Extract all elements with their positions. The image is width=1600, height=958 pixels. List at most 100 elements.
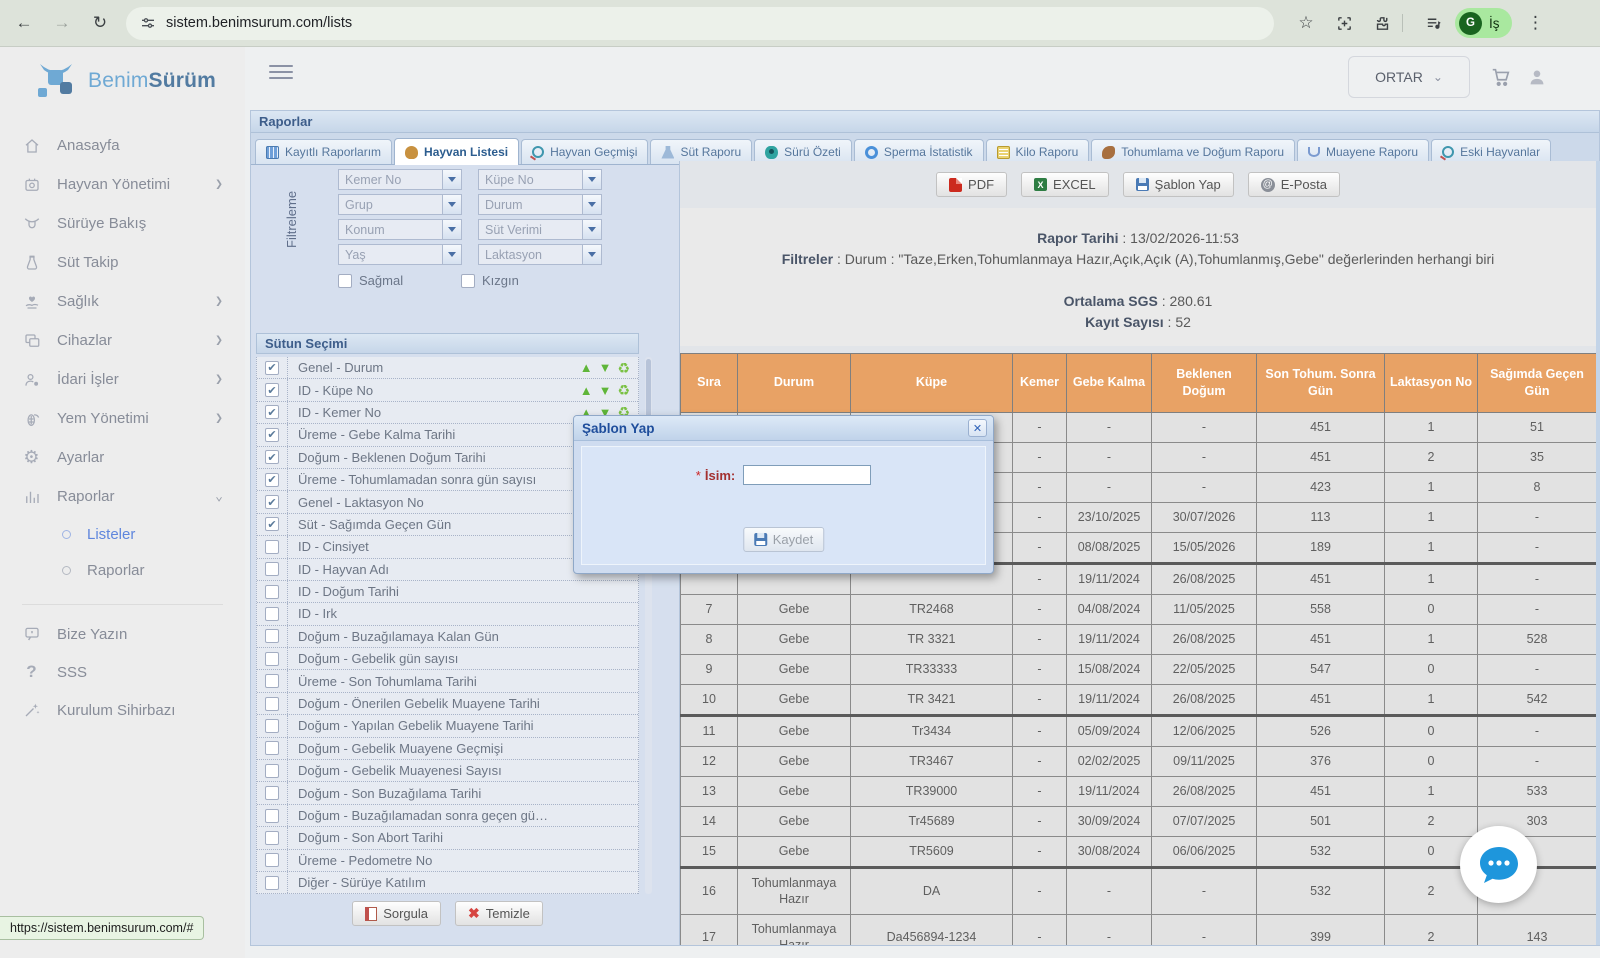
eposta-button[interactable]: @E-Posta — [1248, 172, 1340, 197]
checkbox[interactable] — [265, 809, 279, 823]
checkbox[interactable]: ✔ — [265, 405, 279, 419]
table-header-cell[interactable]: Küpe — [851, 354, 1013, 413]
sidebar-item-yem-yonetimi[interactable]: Yem Yönetimi ❯ — [0, 399, 245, 438]
sorgula-button[interactable]: Sorgula — [352, 901, 441, 926]
checkbox[interactable] — [265, 831, 279, 845]
column-option[interactable]: Doğum - Buzağılamadan sonra geçen gü… — [257, 805, 638, 827]
table-row[interactable]: 7 Gebe TR2468 - 04/08/2024 11/05/2025 55… — [681, 595, 1597, 625]
chat-widget[interactable] — [1460, 826, 1537, 903]
pdf-button[interactable]: PDF — [936, 172, 1007, 197]
checkbox-kizgin[interactable]: Kızgın — [461, 273, 519, 288]
column-option[interactable]: Doğum - Gebelik Muayenesi Sayısı — [257, 760, 638, 782]
checkbox[interactable] — [461, 274, 475, 288]
column-option[interactable]: ✔ Genel - Durum ▲ ▼ ♻ — [257, 357, 638, 379]
sidebar-subitem-listeler[interactable]: Listeler — [0, 516, 245, 552]
panel-scrollbar[interactable] — [1596, 161, 1600, 945]
refresh-icon[interactable]: ♻ — [617, 361, 630, 375]
site-info-icon[interactable] — [140, 15, 156, 31]
checkbox[interactable] — [265, 853, 279, 867]
checkbox-sagmal[interactable]: Sağmal — [338, 273, 403, 288]
column-option[interactable]: ID - Irk — [257, 603, 638, 625]
checkbox[interactable] — [265, 786, 279, 800]
sidebar-item-cihazlar[interactable]: Cihazlar ❯ — [0, 321, 245, 360]
checkbox[interactable] — [265, 674, 279, 688]
chevron-down-icon[interactable] — [582, 220, 601, 239]
table-row[interactable]: 14 Gebe Tr45689 - 30/09/2024 07/07/2025 … — [681, 807, 1597, 837]
table-header-cell[interactable]: Kemer — [1013, 354, 1067, 413]
browser-menu-icon[interactable]: ⋮ — [1522, 9, 1550, 37]
sidebar-item-hayvan-yonetimi[interactable]: Hayvan Yönetimi ❯ — [0, 165, 245, 204]
sidebar-item-sss[interactable]: ? SSS — [0, 653, 245, 691]
column-option[interactable]: ✔ ID - Küpe No ▲ ▼ ♻ — [257, 379, 638, 401]
filter-select[interactable]: Konum — [338, 219, 462, 240]
column-option[interactable]: Üreme - Son Tohumlama Tarihi — [257, 670, 638, 692]
checkbox[interactable] — [265, 719, 279, 733]
chevron-down-icon[interactable] — [582, 245, 601, 264]
column-option[interactable]: Diğer - Sürüye Katılım — [257, 872, 638, 894]
checkbox[interactable] — [265, 876, 279, 890]
table-row[interactable]: 15 Gebe TR5609 - 30/08/2024 06/06/2025 5… — [681, 837, 1597, 868]
sidebar-item-ayarlar[interactable]: ⚙ Ayarlar — [0, 438, 245, 477]
filter-select[interactable]: Yaş — [338, 244, 462, 265]
checkbox[interactable] — [265, 540, 279, 554]
move-down-icon[interactable]: ▼ — [599, 384, 612, 397]
checkbox[interactable] — [265, 607, 279, 621]
chevron-down-icon[interactable] — [442, 220, 461, 239]
table-header-cell[interactable]: Son Tohum. Sonra Gün — [1257, 354, 1385, 413]
chevron-down-icon[interactable] — [582, 195, 601, 214]
checkbox[interactable]: ✔ — [265, 495, 279, 509]
refresh-icon[interactable]: ♻ — [617, 383, 630, 397]
close-icon[interactable]: ✕ — [968, 419, 987, 437]
table-row[interactable]: 13 Gebe TR39000 - 19/11/2024 26/08/2025 … — [681, 777, 1597, 807]
checkbox[interactable]: ✔ — [265, 450, 279, 464]
checkbox[interactable]: ✔ — [265, 361, 279, 375]
sidebar-item-idari-isler[interactable]: İdari İşler ❯ — [0, 360, 245, 399]
column-option[interactable]: Üreme - Pedometre No — [257, 850, 638, 872]
bookmark-star-icon[interactable]: ☆ — [1292, 9, 1320, 37]
checkbox[interactable]: ✔ — [265, 517, 279, 531]
url-text[interactable]: sistem.benimsurum.com/lists — [166, 15, 352, 31]
excel-button[interactable]: XEXCEL — [1021, 172, 1109, 197]
sidebar-item-kurulum-sihirbazi[interactable]: Kurulum Sihirbazı — [0, 691, 245, 729]
url-bar[interactable]: sistem.benimsurum.com/lists — [126, 7, 1274, 40]
table-header-cell[interactable]: Beklenen Doğum — [1152, 354, 1257, 413]
cart-icon[interactable] — [1490, 66, 1512, 88]
checkbox[interactable] — [265, 741, 279, 755]
column-option[interactable]: Doğum - Gebelik gün sayısı — [257, 648, 638, 670]
filter-select[interactable]: Grup — [338, 194, 462, 215]
app-logo[interactable]: BenimSürüm — [0, 46, 245, 108]
sidebar-item-suruye-bakis[interactable]: Sürüye Bakış — [0, 204, 245, 243]
checkbox[interactable] — [265, 562, 279, 576]
table-row[interactable]: 11 Gebe Tr3434 - 05/09/2024 12/06/2025 5… — [681, 716, 1597, 747]
column-option[interactable]: Doğum - Gebelik Muayene Geçmişi — [257, 738, 638, 760]
sidebar-item-raporlar[interactable]: Raporlar ⌄ — [0, 477, 245, 516]
checkbox[interactable]: ✔ — [265, 428, 279, 442]
chevron-down-icon[interactable] — [442, 170, 461, 189]
checkbox[interactable] — [265, 629, 279, 643]
checkbox[interactable]: ✔ — [265, 383, 279, 397]
chevron-down-icon[interactable] — [442, 245, 461, 264]
move-up-icon[interactable]: ▲ — [580, 384, 593, 397]
filter-select[interactable]: Küpe No — [478, 169, 602, 190]
checkbox[interactable] — [338, 274, 352, 288]
sidebar-item-saglik[interactable]: Sağlık ❯ — [0, 282, 245, 321]
column-option[interactable]: Doğum - Buzağılamaya Kalan Gün — [257, 626, 638, 648]
table-row[interactable]: 10 Gebe TR 3421 - 19/11/2024 26/08/2025 … — [681, 685, 1597, 716]
filter-select[interactable]: Kemer No — [338, 169, 462, 190]
filter-select[interactable]: Laktasyon — [478, 244, 602, 265]
filter-select[interactable]: Durum — [478, 194, 602, 215]
table-row[interactable]: 8 Gebe TR 3321 - 19/11/2024 26/08/2025 4… — [681, 625, 1597, 655]
column-option[interactable]: ID - Doğum Tarihi — [257, 581, 638, 603]
sidebar-subitem-raporlar[interactable]: Raporlar — [0, 552, 245, 588]
filter-select[interactable]: Süt Verimi — [478, 219, 602, 240]
forward-icon[interactable]: → — [48, 9, 76, 37]
checkbox[interactable]: ✔ — [265, 473, 279, 487]
checkbox[interactable] — [265, 652, 279, 666]
reload-icon[interactable]: ↻ — [86, 9, 114, 37]
reading-list-icon[interactable] — [1419, 9, 1447, 37]
table-row[interactable]: 17 Tohumlanmaya Hazır Da456894-1234 - - … — [681, 915, 1597, 946]
table-header-cell[interactable]: Sağımda Geçen Gün — [1478, 354, 1597, 413]
sidebar-item-bize-yazin[interactable]: Bize Yazın — [0, 615, 245, 653]
table-row[interactable]: 16 Tohumlanmaya Hazır DA - - - 532 2 — [681, 868, 1597, 915]
column-option[interactable]: Doğum - Önerilen Gebelik Muayene Tarihi — [257, 693, 638, 715]
